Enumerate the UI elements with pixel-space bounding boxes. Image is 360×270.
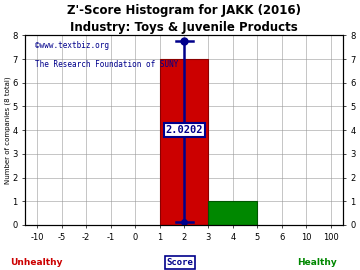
Title: Z'-Score Histogram for JAKK (2016)
Industry: Toys & Juvenile Products: Z'-Score Histogram for JAKK (2016) Indus… (67, 4, 301, 34)
Text: ©www.textbiz.org: ©www.textbiz.org (35, 41, 109, 50)
Bar (159, 59, 208, 225)
Text: The Research Foundation of SUNY: The Research Foundation of SUNY (35, 60, 178, 69)
Y-axis label: Number of companies (8 total): Number of companies (8 total) (4, 76, 11, 184)
Text: 2.0202: 2.0202 (166, 125, 203, 135)
Text: Healthy: Healthy (297, 258, 337, 267)
Text: Score: Score (167, 258, 193, 267)
Text: Unhealthy: Unhealthy (10, 258, 62, 267)
Bar (208, 201, 257, 225)
